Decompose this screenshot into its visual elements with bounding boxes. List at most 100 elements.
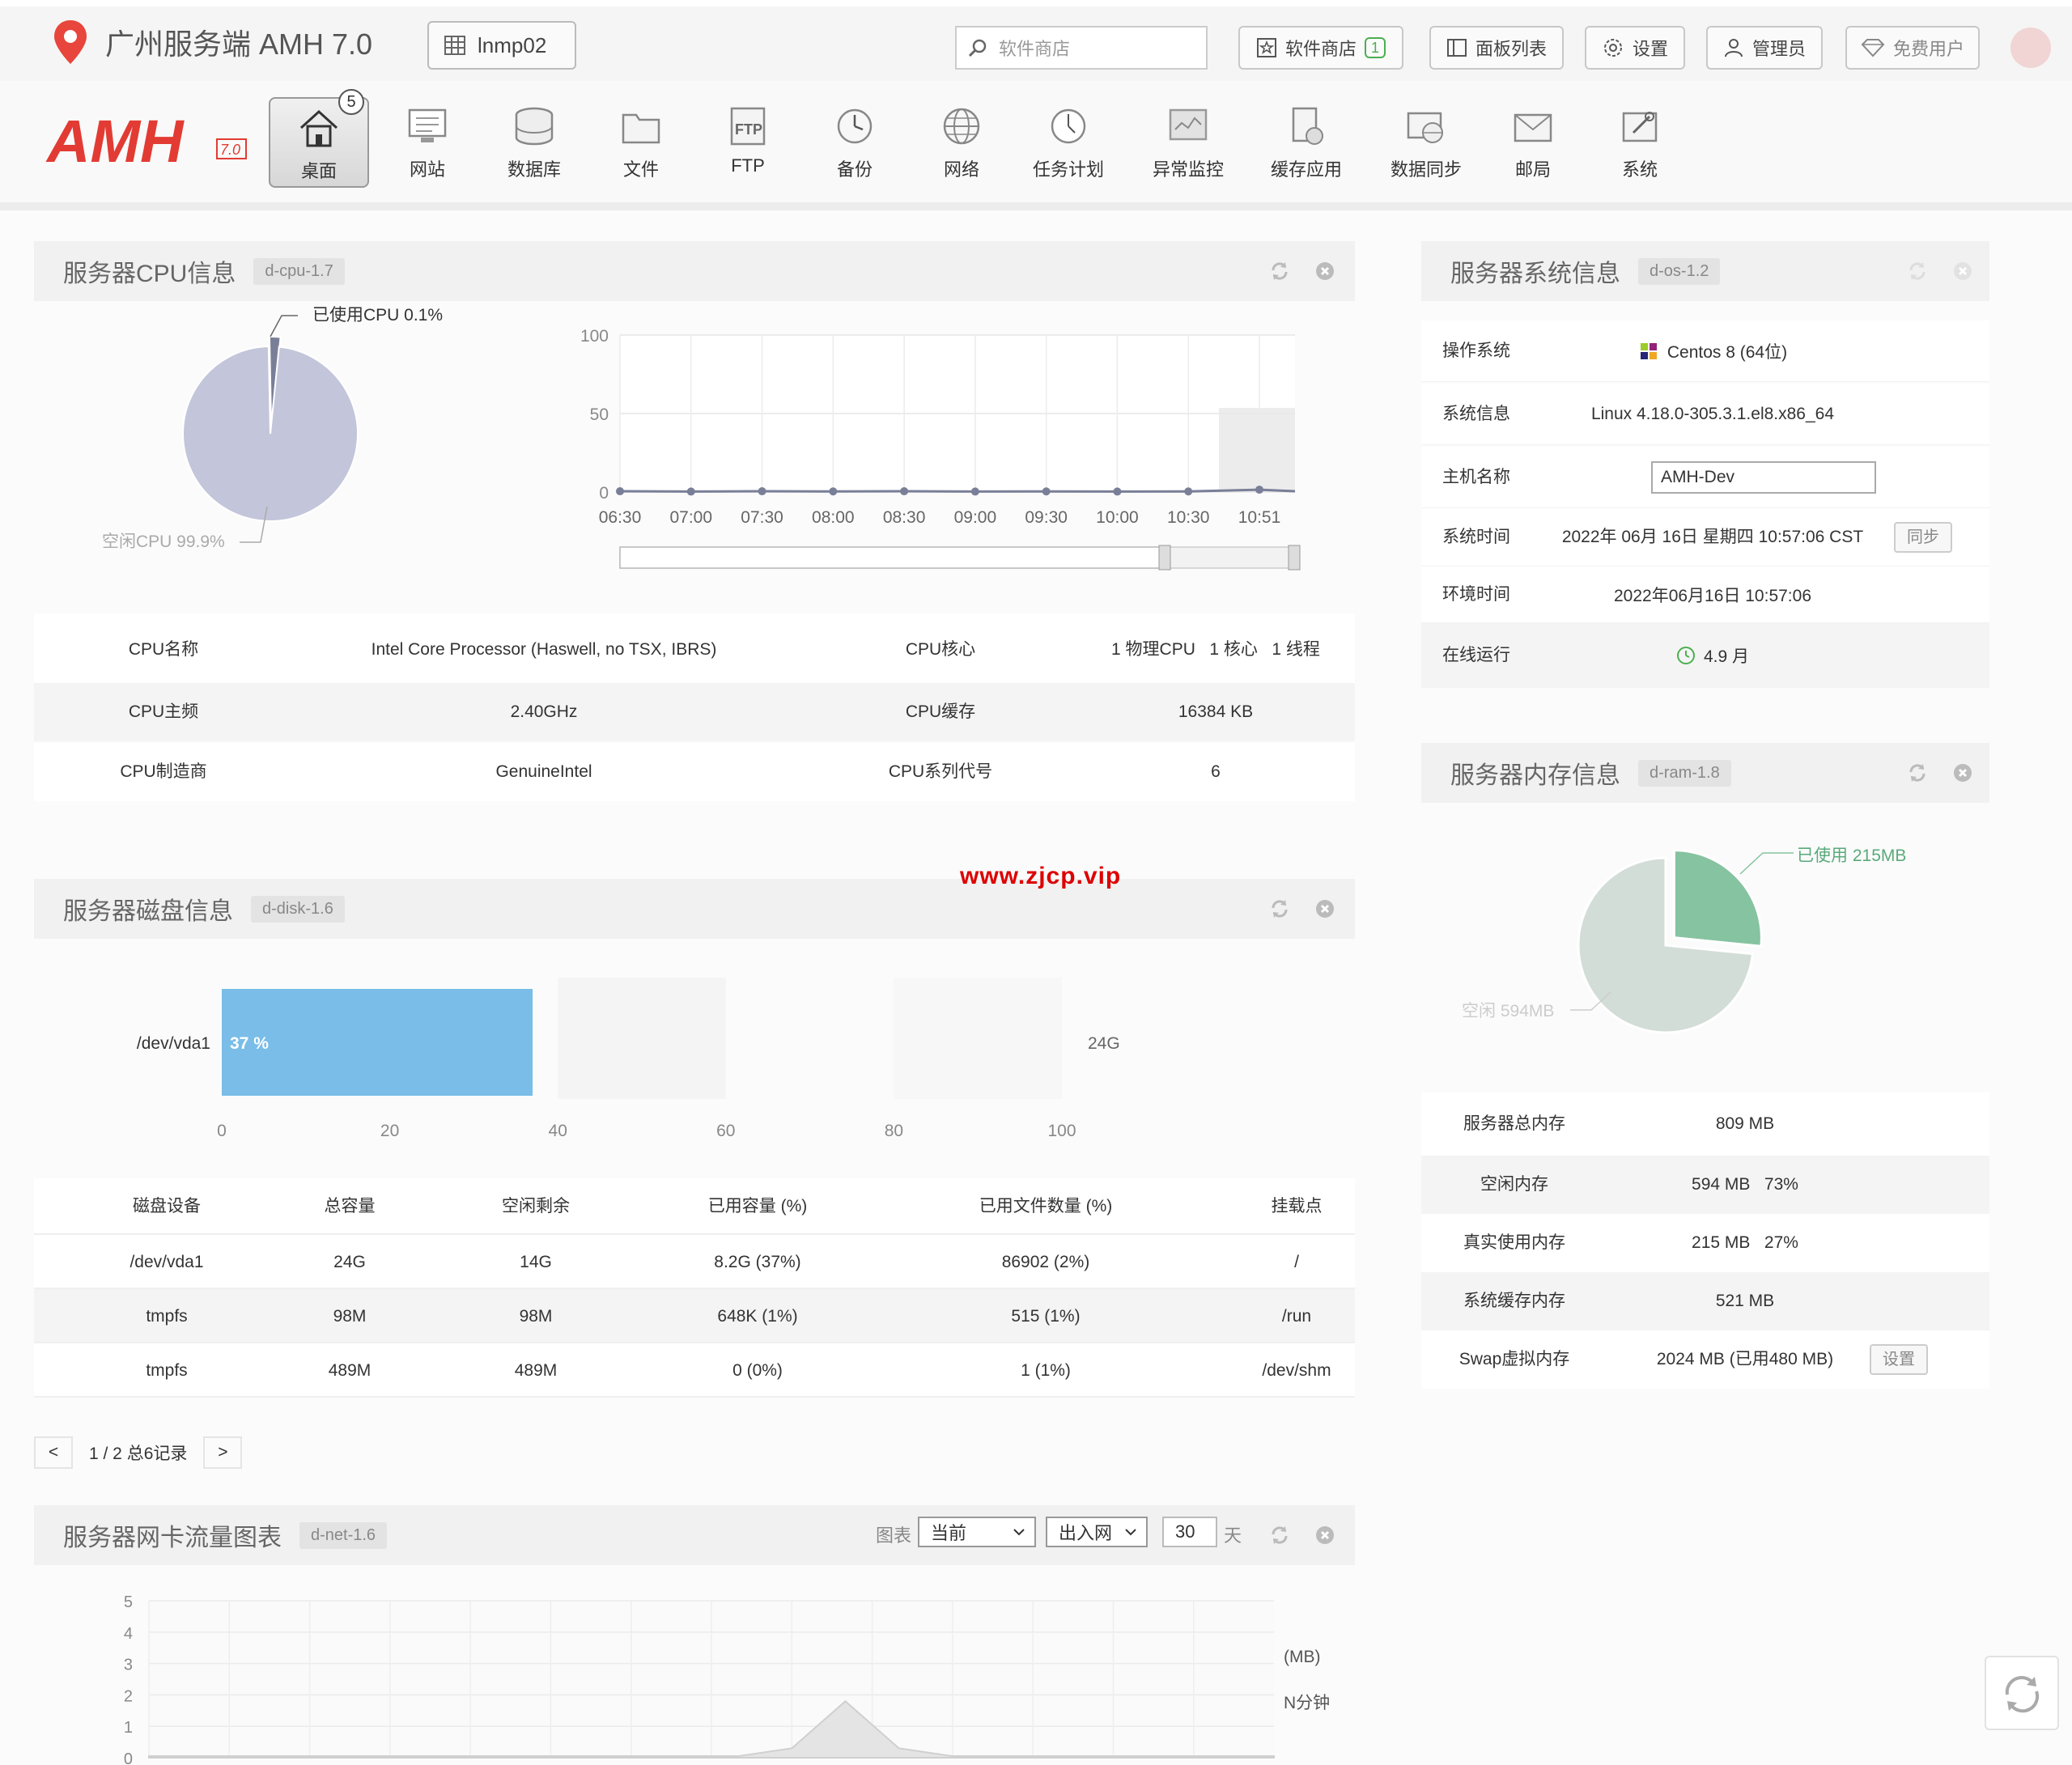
refresh-icon[interactable] xyxy=(1269,898,1290,919)
nav-item-10[interactable]: 数据同步 xyxy=(1376,97,1476,188)
column-header: 已用文件数量 (%) xyxy=(979,1197,1113,1216)
nav-item-1[interactable]: 网站 xyxy=(377,97,478,188)
os-info-value-wrap: Linux 4.18.0-305.3.1.el8.x86_64 xyxy=(1551,384,1875,445)
refresh-icon[interactable] xyxy=(1907,261,1928,282)
os-info-row: 环境时间 2022年06月16日 10:57:06 xyxy=(1421,566,1989,623)
navigator-handle[interactable] xyxy=(1158,545,1171,571)
host-selector-button[interactable]: lnmp02 xyxy=(427,21,576,70)
os-panel-header: 服务器系统信息 d-os-1.2 xyxy=(1421,241,1989,301)
net-period-label: N分钟 xyxy=(1284,1694,1331,1712)
hostname-input[interactable]: AMH-Dev xyxy=(1651,461,1876,494)
nav-item-8[interactable]: 异常监控 xyxy=(1138,97,1238,188)
net-panel-title: 服务器网卡流量图表 xyxy=(63,1525,282,1551)
disk-panel-tag: d-disk-1.6 xyxy=(251,895,345,923)
data-point xyxy=(1042,487,1051,496)
amh-logo: AMH 7.0 xyxy=(45,107,248,176)
x-tick-label: 10:30 xyxy=(1167,508,1210,527)
data-point xyxy=(1255,486,1263,494)
ram-info-row: 空闲内存 594 MB 73% xyxy=(1421,1156,1989,1214)
logo-version: 7.0 xyxy=(220,142,240,158)
table-cell: /dev/vda1 xyxy=(130,1253,204,1271)
data-point xyxy=(970,487,979,496)
refresh-icon[interactable] xyxy=(1269,261,1290,282)
cpu-info-v1: 2.40GHz xyxy=(510,702,578,721)
table-cell: 0 (0%) xyxy=(732,1361,783,1380)
range-select[interactable]: 当前 xyxy=(918,1517,1036,1547)
cpu-panel-title: 服务器CPU信息 xyxy=(63,261,236,287)
nav-item-7[interactable]: 任务计划 xyxy=(1018,97,1119,188)
grid-icon xyxy=(444,36,465,55)
store-button[interactable]: 软件商店 1 xyxy=(1238,26,1403,70)
admin-button[interactable]: 管理员 xyxy=(1706,26,1823,70)
home-icon xyxy=(299,109,338,147)
refresh-float-button[interactable] xyxy=(1985,1656,2059,1730)
nav-item-2[interactable]: 数据库 xyxy=(484,97,584,188)
cpu-info-v1: Intel Core Processor (Haswell, no TSX, I… xyxy=(371,640,717,659)
admin-label: 管理员 xyxy=(1751,39,1806,59)
data-point xyxy=(1113,487,1122,496)
nav-item-0[interactable]: 桌面 5 xyxy=(269,89,369,188)
x-tick-label: 08:00 xyxy=(812,508,855,527)
app-title: 广州服务端 AMH 7.0 xyxy=(105,28,373,61)
table-cell: 1 (1%) xyxy=(1021,1361,1071,1380)
brand[interactable]: 广州服务端 AMH 7.0 xyxy=(52,18,372,66)
top-bar: 广州服务端 AMH 7.0 lnmp02 软件商店 软件商店 1 面板列表 设置… xyxy=(0,0,2072,81)
navigator-handle[interactable] xyxy=(1288,545,1301,571)
table-cell: / xyxy=(1294,1253,1299,1271)
nav-item-9[interactable]: 缓存应用 xyxy=(1256,97,1357,188)
table-cell: 98M xyxy=(333,1307,367,1326)
os-info-row: 系统信息 Linux 4.18.0-305.3.1.el8.x86_64 xyxy=(1421,384,1989,445)
pager-next-button[interactable]: > xyxy=(203,1436,243,1469)
sync-time-button[interactable]: 同步 xyxy=(1894,522,1952,553)
pager-prev-button[interactable]: < xyxy=(34,1436,73,1469)
cpu-info-k1: CPU名称 xyxy=(128,640,199,659)
os-info-row: 在线运行 4.9 月 xyxy=(1421,623,1989,688)
store-label: 软件商店 xyxy=(1284,39,1357,59)
direction-select[interactable]: 出入网 xyxy=(1046,1517,1148,1547)
close-icon[interactable] xyxy=(1314,1525,1335,1546)
close-icon[interactable] xyxy=(1952,261,1973,282)
column-header: 挂载点 xyxy=(1271,1197,1323,1216)
nav-item-11[interactable]: 邮局 xyxy=(1483,97,1583,188)
days-input[interactable]: 30 xyxy=(1162,1517,1217,1547)
close-icon[interactable] xyxy=(1314,261,1335,282)
x-tick-label: 60 xyxy=(716,1122,735,1140)
nav-item-6[interactable]: 网络 xyxy=(911,97,1012,188)
cpu-info-k2: CPU缓存 xyxy=(905,702,976,721)
refresh-icon[interactable] xyxy=(1907,762,1928,783)
table-cell: 489M xyxy=(514,1361,558,1380)
settings-button[interactable]: 设置 xyxy=(1585,26,1685,70)
nav-item-12[interactable]: 系统 xyxy=(1590,97,1690,188)
refresh-icon[interactable] xyxy=(1269,1525,1290,1546)
swap-settings-button[interactable]: 设置 xyxy=(1870,1344,1928,1375)
avatar[interactable] xyxy=(2010,28,2051,68)
table-row: tmpfs 489M 489M 0 (0%) 1 (1%) /dev/shm xyxy=(34,1343,1355,1398)
ram-info-label: Swap虚拟内存 xyxy=(1458,1350,1570,1368)
cpu-info-row: CPU制造商 GenuineIntel CPU系列代号 6 xyxy=(34,743,1355,801)
folder-icon xyxy=(622,113,660,144)
cpu-panel-header: 服务器CPU信息 d-cpu-1.7 xyxy=(34,241,1355,301)
panel-list-button[interactable]: 面板列表 xyxy=(1429,26,1564,70)
ram-info-label: 系统缓存内存 xyxy=(1463,1292,1565,1310)
column-header: 磁盘设备 xyxy=(133,1197,201,1216)
x-tick-label: 100 xyxy=(1047,1122,1076,1140)
table-cell: 8.2G (37%) xyxy=(714,1253,801,1271)
y-tick-label: 100 xyxy=(580,327,609,346)
navigator-range[interactable] xyxy=(619,546,1165,569)
y-tick-label: 1 xyxy=(124,1719,133,1737)
close-icon[interactable] xyxy=(1314,898,1335,919)
search-input[interactable]: 软件商店 xyxy=(955,26,1208,70)
ram-panel-tag: d-ram-1.8 xyxy=(1638,759,1731,787)
pager: < 1 / 2 总6记录 > xyxy=(34,1436,253,1470)
os-info-value-wrap: 2022年06月16日 10:57:06 xyxy=(1551,566,1875,623)
nav-item-3[interactable]: 文件 xyxy=(591,97,691,188)
nav-item-5[interactable]: 备份 xyxy=(805,97,905,188)
plan-button[interactable]: 免费用户 xyxy=(1845,26,1980,70)
nav-item-4[interactable]: FTP FTP xyxy=(698,97,798,188)
close-icon[interactable] xyxy=(1952,762,1973,783)
cache-icon xyxy=(1292,107,1323,145)
os-info-value-wrap: 4.9 月 xyxy=(1551,623,1875,688)
table-cell: 98M xyxy=(519,1307,553,1326)
net-unit-label: (MB) xyxy=(1284,1648,1321,1666)
table-cell: 489M xyxy=(328,1361,372,1380)
